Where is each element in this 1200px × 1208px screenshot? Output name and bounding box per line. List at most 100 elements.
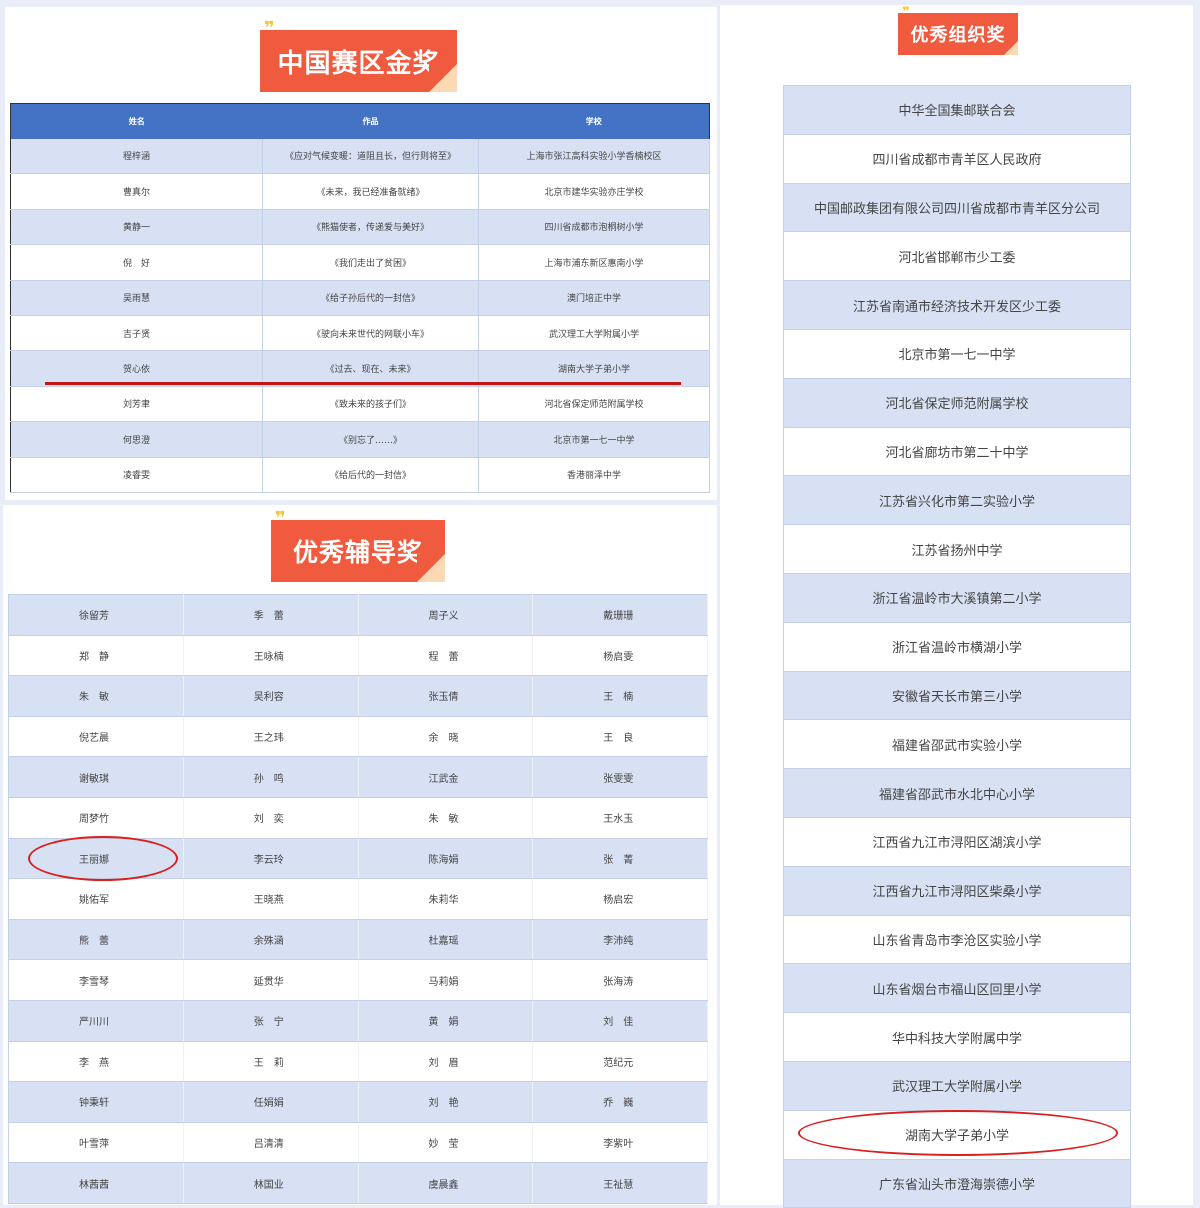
tutor-name-cell: 钟秉轩 [8, 1081, 184, 1123]
tutor-name-cell: 张海涛 [532, 959, 708, 1001]
list-item: 四川省成都市青羊区人民政府 [783, 134, 1131, 184]
name-cell: 何思澄 [10, 421, 263, 458]
school-cell: 上海市浦东新区惠南小学 [478, 244, 710, 281]
tutor-name-cell: 王咏楠 [183, 635, 359, 677]
school-cell: 四川省成都市泡桐树小学 [478, 209, 710, 246]
table-row: 倪艺晨 王之玮余 晓王 良 [8, 716, 708, 758]
name-cell: 吴雨慧 [10, 280, 263, 316]
tutor-name-cell: 张玉倩 [358, 675, 534, 717]
tutor-name-cell: 李紫叶 [532, 1122, 708, 1164]
work-cell: 《未来，我已经准备就绪》 [262, 173, 479, 210]
tutor-name-cell: 朱 敏 [8, 675, 184, 717]
list-item: 河北省廊坊市第二十中学 [783, 427, 1131, 477]
tutor-name-cell: 任娟娟 [183, 1081, 359, 1123]
table-row: 黄静一 《熊猫使者，传递爱与美好》 四川省成都市泡桐树小学 [10, 209, 710, 246]
tutor-name-cell: 王晓燕 [183, 878, 359, 920]
name-cell: 程梓涵 [10, 138, 263, 175]
tutor-name-cell: 孙 鸣 [183, 756, 359, 798]
tutor-name-cell: 余 晓 [358, 716, 534, 758]
school-cell: 北京市建华实验亦庄学校 [478, 173, 710, 210]
tutor-name-cell: 叶雪萍 [8, 1122, 184, 1164]
work-cell: 《应对气候变暖：道阻且长，但行则将至》 [262, 138, 479, 175]
fold-icon [1004, 41, 1018, 55]
tutor-name-cell: 林茜茜 [8, 1162, 184, 1204]
header-school: 学校 [478, 103, 710, 139]
tutor-name-cell: 杜嘉瑶 [358, 919, 534, 961]
tutor-name-cell: 刘 艳 [358, 1081, 534, 1123]
work-cell: 《给后代的一封信》 [262, 457, 479, 493]
table-row: 姚佑军 王晓燕 朱莉华 杨启宏 [8, 878, 708, 920]
list-item: 福建省邵武市实验小学 [783, 720, 1131, 770]
tutor-name-cell: 吕清清 [183, 1122, 359, 1164]
table-row: 钟秉轩 任娟娟刘 艳乔 巍 [8, 1081, 708, 1123]
tutor-name-cell: 张雯雯 [532, 756, 708, 798]
table-row: 李 燕王 莉刘 眉范纪元 [8, 1041, 708, 1083]
fold-icon [429, 64, 457, 92]
tutor-name-cell: 王 莉 [183, 1041, 359, 1083]
work-cell: 《给子孙后代的一封信》 [262, 280, 479, 316]
tutor-name-cell: 杨启宏 [532, 878, 708, 920]
work-cell: 《我们走出了贫困》 [262, 244, 479, 281]
gold-award-table: 姓名 作品 学校 程梓涵 《应对气候变暖：道阻且长，但行则将至》 上海市张江高科实验小学… [10, 103, 710, 493]
tutor-name-cell: 李云玲 [183, 838, 359, 880]
tutor-name-cell: 陈海娟 [358, 838, 534, 880]
tutor-title-badge: ❞ 优秀辅导奖 [271, 510, 445, 582]
table-row: 林茜茜 林国业 虞晨鑫 王祉慧 [8, 1162, 708, 1204]
list-item: 山东省青岛市李沧区实验小学 [783, 915, 1131, 965]
tutor-name-cell: 乔 巍 [532, 1081, 708, 1123]
org-title: 优秀组织奖 [910, 25, 1006, 46]
tutor-name-cell: 张 菁 [532, 838, 708, 880]
tutor-name-cell: 王 楠 [532, 675, 708, 717]
tutor-name-cell: 刘 眉 [358, 1041, 534, 1083]
table-row: 朱 敏吴利容 张玉倩王 楠 [8, 675, 708, 717]
tutor-name-cell: 朱莉华 [358, 878, 534, 920]
tutor-name-cell: 周梦竹 [8, 797, 184, 839]
tutor-name-cell: 严川川 [8, 1000, 184, 1042]
tutor-name-cell: 范纪元 [532, 1041, 708, 1083]
school-cell: 武汉理工大学附属小学 [478, 315, 710, 352]
tutor-name-cell: 杨启雯 [532, 635, 708, 677]
tutor-name-cell: 妙 莹 [358, 1122, 534, 1164]
table-row: 叶雪萍 吕清清妙 莹李紫叶 [8, 1122, 708, 1164]
tutor-name-cell: 黄 娟 [358, 1000, 534, 1042]
list-item: 江西省九江市浔阳区柴桑小学 [783, 866, 1131, 916]
list-item: 江苏省扬州中学 [783, 525, 1131, 574]
header-name: 姓名 [10, 103, 263, 139]
table-row: 刘芳聿 《致未来的孩子们》 河北省保定师范附属学校 [10, 386, 710, 423]
tutor-name-cell: 程 蕾 [358, 635, 534, 677]
school-cell: 北京市第一七一中学 [478, 421, 710, 458]
list-item: 中华全国集邮联合会 [783, 86, 1131, 135]
school-cell: 香港丽泽中学 [478, 457, 710, 493]
table-row: 熊 蕾余殊涵 杜嘉瑶 李沛纯 [8, 919, 708, 961]
tutor-name-cell: 季 蕾 [183, 594, 359, 636]
tutor-name-cell: 王水玉 [532, 797, 708, 839]
school-cell: 上海市张江高科实验小学香楠校区 [478, 138, 710, 175]
tutor-name-cell: 李沛纯 [532, 919, 708, 961]
tutor-name-cell: 朱 敏 [358, 797, 534, 839]
table-row: 吉子贤 《驶向未来世代的网联小车》 武汉理工大学附属小学 [10, 315, 710, 352]
list-item: 江苏省兴化市第二实验小学 [783, 476, 1131, 526]
tutor-name-cell: 徐留芳 [8, 594, 184, 636]
table-row: 周梦竹刘 奕朱 敏王水玉 [8, 797, 708, 839]
org-title-badge: ❞ 优秀组织奖 [898, 6, 1018, 55]
list-item: 浙江省温岭市横湖小学 [783, 622, 1131, 672]
name-cell: 凌睿雯 [10, 457, 263, 493]
header-work: 作品 [262, 103, 479, 139]
tutor-name-cell: 王祉慧 [532, 1162, 708, 1204]
name-cell: 吉子贤 [10, 315, 263, 352]
quote-icon: ❞ [275, 508, 287, 529]
name-cell: 曹真尔 [10, 173, 263, 210]
tutor-name-cell: 虞晨鑫 [358, 1162, 534, 1204]
tutor-name-cell: 倪艺晨 [8, 716, 184, 758]
list-item: 河北省保定师范附属学校 [783, 378, 1131, 428]
gold-title: 中国赛区金奖 [277, 48, 440, 79]
table-row: 谢敏琪孙 鸣江武金 张雯雯 [8, 756, 708, 798]
quote-icon: ❞ [264, 18, 276, 39]
tutor-name-cell: 马莉娟 [358, 959, 534, 1001]
table-row: 吴雨慧 《给子孙后代的一封信》 澳门培正中学 [10, 280, 710, 316]
tutor-name-cell: 李 燕 [8, 1041, 184, 1083]
table-row: 李雪琴 延贯华 马莉娟 张海涛 [8, 959, 708, 1001]
list-item: 河北省邯郸市少工委 [783, 232, 1131, 282]
highlight-ellipse [798, 1110, 1118, 1156]
red-underline [45, 382, 681, 385]
